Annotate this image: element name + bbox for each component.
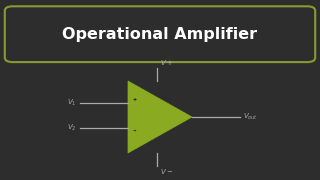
FancyBboxPatch shape bbox=[5, 6, 315, 62]
Text: $V_{out}$: $V_{out}$ bbox=[243, 112, 258, 122]
Text: +: + bbox=[133, 97, 137, 102]
Text: $V-$: $V-$ bbox=[160, 167, 173, 176]
Text: Operational Amplifier: Operational Amplifier bbox=[62, 27, 258, 42]
Polygon shape bbox=[128, 81, 192, 153]
Text: $V+$: $V+$ bbox=[160, 58, 173, 67]
Text: $V_1$: $V_1$ bbox=[68, 98, 77, 108]
Text: →: → bbox=[133, 129, 136, 133]
Text: $V_2$: $V_2$ bbox=[68, 123, 77, 133]
